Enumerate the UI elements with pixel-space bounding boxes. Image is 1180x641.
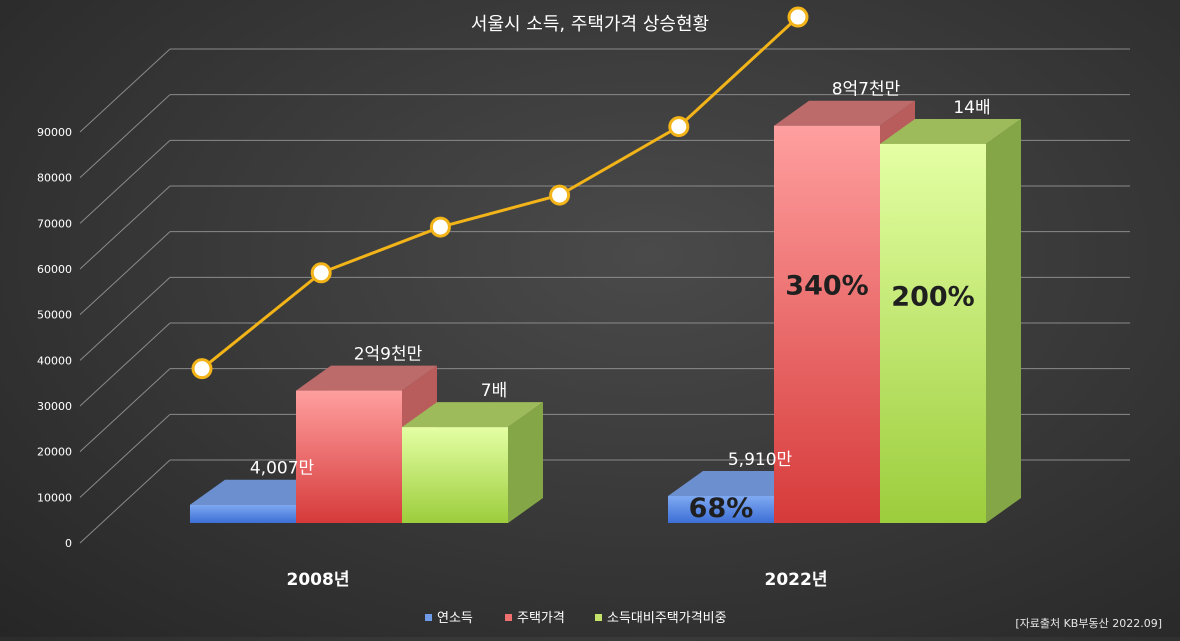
gridline-diag xyxy=(79,48,171,133)
trend-point xyxy=(668,116,690,138)
category-label: 2008년 xyxy=(287,570,350,590)
y-tick-label: 20000 xyxy=(37,446,72,459)
gridline-diag xyxy=(79,231,171,316)
gridline-diag xyxy=(79,413,171,498)
inner-label: 200% xyxy=(891,282,974,313)
gridline-diag xyxy=(79,368,171,453)
y-tick-label: 80000 xyxy=(37,172,72,185)
data-label: 4,007만 xyxy=(250,459,315,479)
trend-point xyxy=(787,6,809,28)
trend-point xyxy=(310,262,332,284)
chart-title: 서울시 소득, 주택가격 상승현황 xyxy=(471,14,709,35)
trend-point xyxy=(429,216,451,238)
bar-side xyxy=(986,118,1021,523)
y-tick-label: 10000 xyxy=(37,491,72,504)
legend-swatch xyxy=(425,614,432,621)
labels: 4,007만 2억9천만 7배 5,910만 68% 8억7천만 340% 14배 200% xyxy=(250,80,991,524)
trend-line-path xyxy=(201,15,800,370)
y-tick-label: 90000 xyxy=(37,126,72,139)
data-label: 14배 xyxy=(953,98,990,118)
bar xyxy=(880,143,986,523)
trend-point xyxy=(549,184,571,206)
trend-point xyxy=(191,358,213,380)
y-tick-label: 0 xyxy=(65,537,72,550)
gridline-diag xyxy=(79,139,171,224)
bar xyxy=(774,125,880,523)
legend: 연소득 주택가격 소득대비주택가격비중 xyxy=(425,611,727,626)
gridline-diag xyxy=(79,185,171,270)
y-tick-label: 60000 xyxy=(37,263,72,276)
x-axis-categories: 2008년 2022년 xyxy=(287,570,828,590)
bar-side xyxy=(508,402,543,523)
legend-label: 소득대비주택가격비중 xyxy=(607,611,727,626)
y-tick-label: 40000 xyxy=(37,354,72,367)
data-label: 8억7천만 xyxy=(832,80,901,100)
data-label: 7배 xyxy=(481,381,507,401)
y-tick-label: 70000 xyxy=(37,217,72,230)
bars xyxy=(190,100,1021,523)
inner-label: 68% xyxy=(689,493,754,524)
legend-label: 연소득 xyxy=(437,611,473,626)
gridline-diag xyxy=(79,322,171,407)
bar-top xyxy=(402,402,543,428)
bar-top xyxy=(880,118,1021,144)
y-tick-label: 50000 xyxy=(37,309,72,322)
gridline-diag xyxy=(79,94,171,179)
bar xyxy=(190,504,296,523)
data-label: 2억9천만 xyxy=(354,345,423,365)
source-note: [자료출처 KB부동산 2022.09] xyxy=(1015,617,1162,630)
data-label: 5,910만 xyxy=(728,450,793,470)
legend-label: 주택가격 xyxy=(517,611,565,626)
bar xyxy=(668,496,774,523)
gridline-diag xyxy=(79,276,171,361)
y-tick-label: 30000 xyxy=(37,400,72,413)
bar-top xyxy=(668,471,809,497)
y-axis-ticks: 0 10000 20000 30000 40000 50000 60000 70000 8000… xyxy=(37,126,72,550)
legend-swatch xyxy=(505,614,512,621)
bar xyxy=(296,390,402,523)
bar-top xyxy=(296,365,437,391)
bar-top xyxy=(190,479,331,505)
inner-label: 340% xyxy=(785,271,868,302)
bar xyxy=(402,427,508,523)
category-label: 2022년 xyxy=(765,570,828,590)
gridline-diag xyxy=(79,459,171,544)
bar-top xyxy=(774,100,915,126)
trend-line xyxy=(191,6,809,380)
legend-swatch xyxy=(595,614,602,621)
